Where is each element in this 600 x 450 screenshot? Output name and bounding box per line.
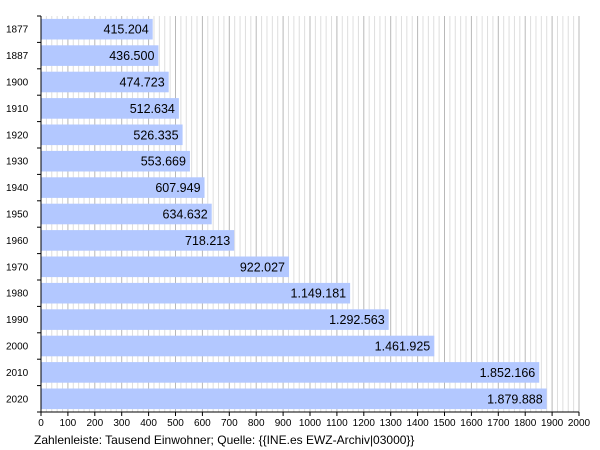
category-label-1877: 1877 bbox=[6, 25, 29, 36]
category-label-2000: 2000 bbox=[6, 342, 29, 353]
x-tick-label-1500: 1500 bbox=[433, 418, 456, 429]
category-label-1970: 1970 bbox=[6, 262, 29, 273]
bar-1990 bbox=[41, 309, 389, 330]
y-category-labels: 1877 1887 1900 1910 1920 1930 1940 1950 1960 1970… bbox=[6, 25, 29, 406]
x-tick-label-200: 200 bbox=[86, 418, 103, 429]
value-label-1900: 474.723 bbox=[120, 76, 165, 90]
x-tick-label-1700: 1700 bbox=[487, 418, 510, 429]
value-label-1970: 922.027 bbox=[240, 260, 285, 274]
x-tick-label-1200: 1200 bbox=[353, 418, 376, 429]
x-tick-labels: 0 100 200 300 400 500 600 700 800 900 1000 1100 1200… bbox=[38, 418, 590, 429]
x-tick-label-1000: 1000 bbox=[299, 418, 322, 429]
bar-1940 bbox=[41, 177, 205, 198]
category-label-1990: 1990 bbox=[6, 315, 29, 326]
category-label-1920: 1920 bbox=[6, 130, 29, 141]
bar-1877 bbox=[41, 18, 153, 40]
category-label-1940: 1940 bbox=[6, 183, 29, 194]
x-tick-label-1800: 1800 bbox=[514, 418, 537, 429]
x-tick-label-1900: 1900 bbox=[541, 418, 564, 429]
axes bbox=[37, 15, 580, 416]
value-labels: 415.204 436.500 474.723 512.634 526.335 553.6… bbox=[104, 23, 543, 407]
category-label-1980: 1980 bbox=[6, 289, 29, 300]
x-tick-label-300: 300 bbox=[113, 418, 130, 429]
value-label-1940: 607.949 bbox=[155, 181, 200, 195]
value-label-1960: 718.213 bbox=[185, 234, 230, 248]
value-label-1930: 553.669 bbox=[141, 155, 186, 169]
bars bbox=[41, 18, 547, 410]
x-tick-label-800: 800 bbox=[248, 418, 265, 429]
x-tick-label-500: 500 bbox=[167, 418, 184, 429]
x-tick-label-2000: 2000 bbox=[568, 418, 591, 429]
bar-1980 bbox=[41, 282, 351, 304]
value-label-1910: 512.634 bbox=[130, 102, 175, 116]
x-tick-label-1300: 1300 bbox=[380, 418, 403, 429]
bar-1900 bbox=[41, 71, 169, 93]
value-label-2010: 1.852.166 bbox=[480, 366, 536, 380]
bar-1887 bbox=[41, 45, 159, 66]
value-label-2020: 1.879.888 bbox=[487, 392, 543, 406]
category-label-2020: 2020 bbox=[6, 394, 29, 405]
bar-2000 bbox=[41, 335, 435, 357]
x-tick-label-1600: 1600 bbox=[460, 418, 483, 429]
bar-1920 bbox=[41, 124, 183, 146]
x-tick-label-0: 0 bbox=[38, 418, 44, 429]
bar-2010 bbox=[41, 362, 540, 383]
value-label-2000: 1.461.925 bbox=[375, 340, 431, 354]
category-label-1910: 1910 bbox=[6, 104, 29, 115]
category-label-2010: 2010 bbox=[6, 368, 29, 379]
category-label-1930: 1930 bbox=[6, 157, 29, 168]
category-label-1900: 1900 bbox=[6, 78, 29, 89]
x-tick-label-1100: 1100 bbox=[326, 418, 348, 429]
category-label-1950: 1950 bbox=[6, 210, 29, 221]
bar-1910 bbox=[41, 98, 179, 119]
bar-1950 bbox=[41, 203, 212, 225]
bar-2020 bbox=[41, 388, 547, 410]
x-tick-label-1400: 1400 bbox=[406, 418, 429, 429]
value-label-1887: 436.500 bbox=[109, 49, 154, 63]
x-tick-label-700: 700 bbox=[221, 418, 238, 429]
x-tick-label-100: 100 bbox=[60, 418, 77, 429]
bar-1970 bbox=[41, 256, 290, 278]
category-label-1887: 1887 bbox=[6, 51, 29, 62]
x-tick-label-600: 600 bbox=[194, 418, 211, 429]
value-label-1980: 1.149.181 bbox=[291, 287, 347, 301]
value-label-1920: 526.335 bbox=[133, 128, 178, 142]
x-tick-label-400: 400 bbox=[140, 418, 157, 429]
x-tick-label-900: 900 bbox=[275, 418, 292, 429]
value-label-1990: 1.292.563 bbox=[329, 313, 385, 327]
bar-1960 bbox=[41, 230, 235, 251]
category-label-1960: 1960 bbox=[6, 236, 29, 247]
bar-1930 bbox=[41, 150, 190, 172]
chart-caption: Zahlenleiste: Tausend Einwohner; Quelle:… bbox=[34, 433, 415, 447]
value-label-1877: 415.204 bbox=[104, 23, 149, 37]
value-label-1950: 634.632 bbox=[163, 208, 208, 222]
